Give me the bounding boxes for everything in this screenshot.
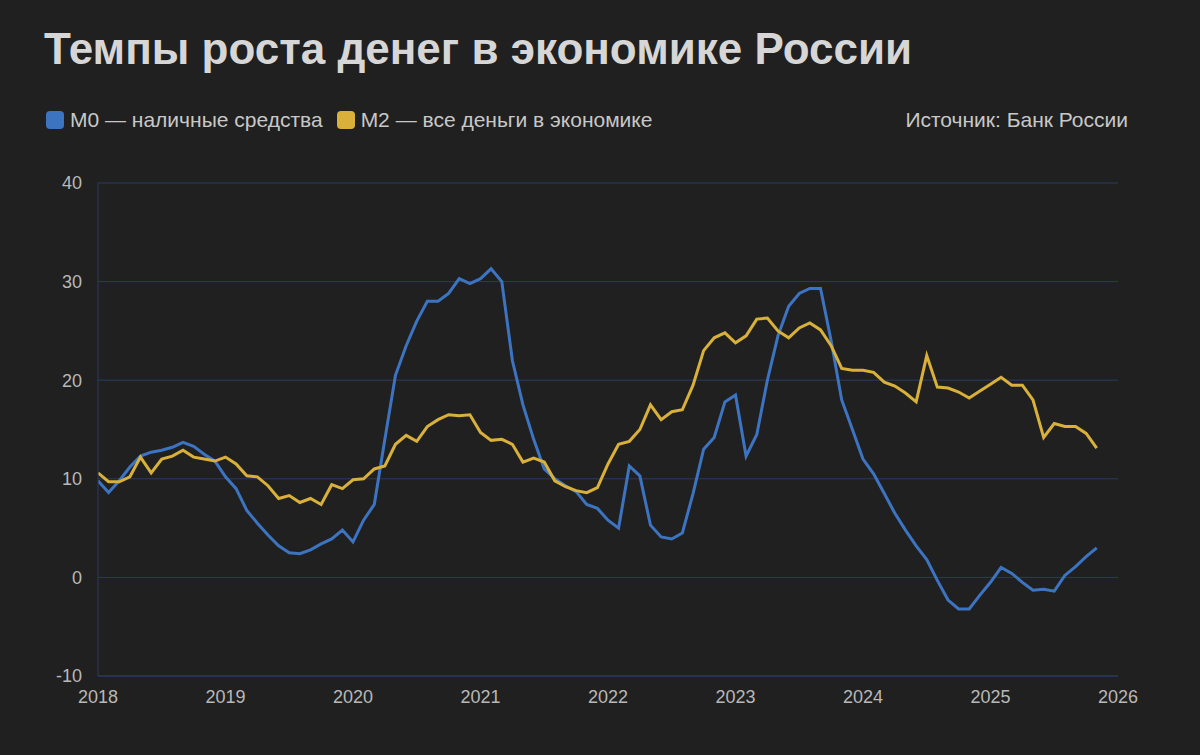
- svg-text:2018: 2018: [78, 687, 118, 707]
- svg-text:2020: 2020: [333, 687, 373, 707]
- svg-text:2019: 2019: [205, 687, 245, 707]
- svg-text:2021: 2021: [460, 687, 500, 707]
- svg-text:30: 30: [62, 272, 82, 292]
- svg-text:2023: 2023: [715, 687, 755, 707]
- svg-text:2026: 2026: [1098, 687, 1138, 707]
- html-text:M0 — наличные средства: M0 — наличные средства: [70, 108, 323, 131]
- svg-text:40: 40: [62, 173, 82, 193]
- svg-text:-10: -10: [56, 666, 82, 686]
- svg-text:2024: 2024: [843, 687, 883, 707]
- html-text:Темпы роста денег в экономике: Темпы роста денег в экономике России: [44, 24, 913, 73]
- html-text:Источник: Банк России: Источник: Банк России: [905, 108, 1128, 131]
- svg-text:20: 20: [62, 371, 82, 391]
- svg-text:2022: 2022: [588, 687, 628, 707]
- html-text:M2 — все деньги в экономике: M2 — все деньги в экономике: [360, 108, 653, 131]
- svg-text:10: 10: [62, 469, 82, 489]
- svg-text:2025: 2025: [970, 687, 1010, 707]
- svg-text:0: 0: [72, 568, 82, 588]
